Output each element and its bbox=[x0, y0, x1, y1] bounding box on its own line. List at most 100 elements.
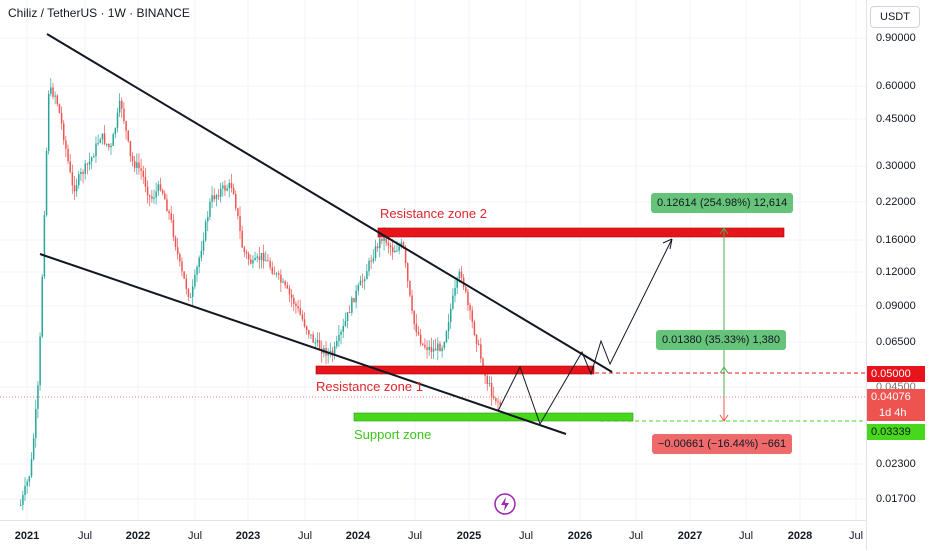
candle-body bbox=[254, 257, 256, 261]
price-axis[interactable] bbox=[866, 0, 932, 550]
candle-body bbox=[493, 396, 495, 398]
symbol-title: Chiliz / TetherUS · 1W · BINANCE bbox=[8, 6, 190, 20]
candle-body bbox=[351, 298, 353, 313]
candle-body bbox=[396, 250, 398, 252]
candle-body bbox=[213, 195, 215, 200]
candle-body bbox=[149, 195, 151, 197]
candle-body bbox=[482, 358, 484, 372]
candle-body bbox=[67, 148, 69, 162]
candle-body bbox=[189, 296, 192, 298]
candle-body bbox=[308, 330, 310, 335]
candle-body bbox=[269, 261, 271, 268]
candle-body bbox=[131, 156, 134, 162]
candle-body bbox=[490, 382, 493, 397]
candle-body bbox=[192, 286, 194, 297]
candle-body bbox=[445, 331, 448, 343]
candle-body bbox=[346, 312, 349, 322]
candle-body bbox=[196, 267, 198, 275]
candle-body bbox=[224, 185, 226, 191]
candle-body bbox=[469, 305, 471, 311]
lower-trendline[interactable] bbox=[39, 253, 567, 435]
candle-body bbox=[250, 259, 252, 264]
price-tick: 0.60000 bbox=[876, 80, 916, 92]
candle-body bbox=[398, 246, 400, 251]
candle-body bbox=[450, 308, 452, 322]
candle-body bbox=[211, 195, 213, 202]
chart-area[interactable] bbox=[0, 0, 866, 520]
projection-path[interactable] bbox=[497, 238, 673, 426]
candle-body bbox=[415, 323, 418, 333]
price-chart[interactable] bbox=[0, 0, 866, 520]
candle-body bbox=[127, 130, 129, 141]
measure-mid-arrow bbox=[719, 366, 729, 374]
candle-body bbox=[389, 245, 392, 248]
candle-body bbox=[252, 260, 254, 264]
candle-body bbox=[357, 285, 360, 291]
resistance-zone-1-box[interactable] bbox=[315, 365, 595, 375]
candle-body bbox=[452, 295, 454, 309]
candle-body bbox=[488, 382, 491, 384]
candle-body bbox=[198, 257, 200, 268]
price-tick: 0.22000 bbox=[876, 196, 916, 208]
upper-trendline[interactable] bbox=[46, 33, 613, 373]
candle-body bbox=[305, 326, 308, 331]
candle-body bbox=[28, 476, 31, 482]
candle-body bbox=[471, 310, 473, 322]
candle-body bbox=[241, 230, 243, 248]
candle-body bbox=[312, 334, 314, 343]
candle-body bbox=[47, 93, 50, 151]
candle-body bbox=[460, 271, 463, 278]
lightning-bolt-icon bbox=[494, 493, 516, 515]
time-axis[interactable] bbox=[0, 520, 866, 551]
candle-body bbox=[338, 334, 340, 341]
candle-body bbox=[499, 402, 501, 405]
candle-body bbox=[153, 197, 155, 199]
candle-body bbox=[202, 240, 205, 251]
candle-body bbox=[353, 298, 355, 303]
candle-body bbox=[65, 140, 67, 149]
measure-upper-label[interactable]: 0.12614 (254.98%) 12,614 bbox=[651, 193, 794, 213]
candle-body bbox=[262, 253, 265, 262]
support-zone-label: Support zone bbox=[354, 427, 432, 442]
candle-body bbox=[172, 219, 175, 238]
candle-body bbox=[439, 343, 441, 352]
candle-body bbox=[204, 221, 207, 241]
candle-body bbox=[239, 216, 241, 231]
candle-body bbox=[22, 495, 24, 505]
candle-body bbox=[409, 280, 411, 296]
candle-body bbox=[164, 193, 166, 200]
time-tick: 2027 bbox=[677, 530, 703, 542]
time-tick: Jul bbox=[297, 530, 313, 542]
candle-body bbox=[95, 143, 97, 157]
candle-body bbox=[88, 161, 91, 165]
candle-body bbox=[303, 319, 306, 327]
countdown-badge: 1d 4h bbox=[867, 405, 925, 421]
candle-body bbox=[97, 143, 99, 145]
measure-middle-label[interactable]: 0.01380 (35.33%) 1,380 bbox=[656, 330, 787, 350]
candle-body bbox=[215, 195, 218, 200]
candle-body bbox=[443, 342, 446, 349]
candle-body bbox=[142, 170, 145, 177]
candle-body bbox=[166, 199, 168, 212]
candle-body bbox=[170, 213, 172, 220]
candle-body bbox=[348, 312, 351, 314]
candle-body bbox=[243, 247, 246, 253]
currency-button[interactable]: USDT bbox=[870, 6, 920, 28]
candle-body bbox=[391, 247, 394, 253]
candle-body bbox=[71, 172, 74, 186]
support-zone-box[interactable] bbox=[353, 412, 634, 422]
price-tick: 0.02300 bbox=[876, 458, 916, 470]
candle-body bbox=[454, 287, 456, 296]
time-tick: Jul bbox=[848, 530, 864, 542]
candle-body bbox=[407, 263, 409, 281]
candle-body bbox=[400, 242, 403, 247]
candle-body bbox=[247, 253, 250, 260]
candle-body bbox=[75, 185, 78, 192]
candle-body bbox=[174, 237, 177, 248]
candle-body bbox=[486, 376, 489, 384]
measure-lower-label[interactable]: −0.00661 (−16.44%) −661 bbox=[652, 434, 793, 454]
candle-body bbox=[387, 242, 390, 246]
candle-body bbox=[376, 246, 379, 249]
time-tick: 2026 bbox=[567, 530, 593, 542]
candle-body bbox=[219, 188, 222, 197]
